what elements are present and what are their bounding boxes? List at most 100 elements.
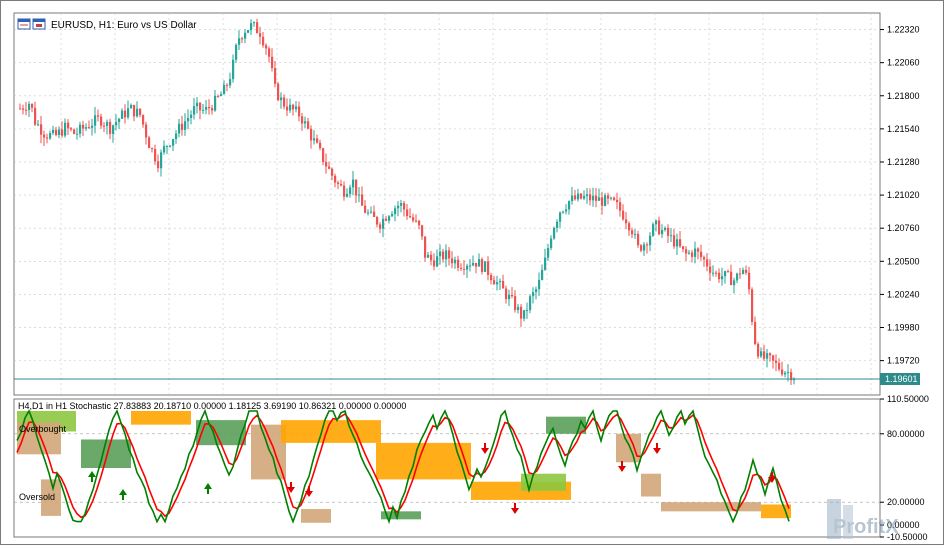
candle: [715, 270, 718, 277]
stochastic-signal-line: [16, 412, 790, 519]
candle: [163, 140, 166, 155]
candle: [121, 108, 124, 120]
candle: [499, 278, 502, 291]
main-chart-plot[interactable]: [13, 12, 881, 396]
candle: [790, 368, 793, 385]
candle: [403, 200, 406, 217]
candle: [145, 121, 148, 145]
candle: [526, 302, 529, 319]
candle: [640, 244, 643, 253]
candle: [733, 277, 736, 294]
candle: [364, 200, 367, 214]
candle: [295, 101, 298, 113]
candle: [49, 130, 52, 140]
candle: [79, 121, 82, 138]
candle: [64, 118, 67, 138]
candle: [673, 228, 676, 249]
candle: [727, 269, 730, 273]
candle: [481, 257, 484, 275]
candle: [613, 196, 616, 201]
stoch-tick-label: -10.50000: [887, 532, 928, 542]
stochastic-band: [17, 422, 61, 455]
oversold-label: Oversold: [19, 492, 55, 502]
candle: [151, 147, 154, 153]
candle: [52, 125, 55, 136]
candle: [178, 118, 181, 138]
candle: [775, 354, 778, 372]
candle: [25, 102, 28, 116]
candle: [781, 361, 784, 377]
chart-window-icon[interactable]: [17, 18, 31, 30]
stochastic-bands: [17, 410, 791, 523]
price-tick-label: 1.22060: [887, 58, 920, 68]
candle: [106, 119, 109, 135]
candle: [649, 232, 652, 252]
candle: [157, 154, 160, 173]
candle: [463, 260, 466, 276]
candle: [472, 255, 475, 267]
candle: [100, 113, 103, 129]
candle: [676, 233, 679, 256]
candle: [655, 219, 658, 232]
candle: [682, 246, 685, 253]
candle: [538, 272, 541, 296]
candle: [622, 204, 625, 221]
candle: [712, 265, 715, 277]
stochastic-band: [546, 416, 586, 434]
candle: [292, 103, 295, 116]
price-tick-label: 1.22320: [887, 25, 920, 35]
candle: [136, 101, 139, 118]
candle: [376, 215, 379, 228]
buy-arrow-icon: [204, 483, 212, 494]
candle: [97, 109, 100, 122]
candle: [310, 125, 313, 149]
candle: [754, 316, 757, 346]
candlesticks: [19, 18, 796, 385]
stoch-tick-label: 80.00000: [887, 429, 925, 439]
candle: [94, 107, 97, 134]
candle: [439, 244, 442, 265]
candle: [238, 30, 241, 50]
candle: [652, 222, 655, 238]
candle: [217, 94, 220, 98]
sell-arrow-icon: [481, 443, 489, 454]
candle: [607, 192, 610, 205]
candle: [226, 83, 229, 92]
candle: [766, 348, 769, 368]
candle: [169, 145, 172, 148]
candle: [133, 104, 136, 122]
sell-arrow-icon: [653, 443, 661, 454]
candle: [529, 294, 532, 314]
candle: [19, 103, 22, 110]
sell-arrow-icon: [511, 503, 519, 514]
candle: [709, 259, 712, 282]
candle: [745, 265, 748, 275]
candle: [565, 204, 568, 215]
candle: [664, 226, 667, 232]
candle: [487, 256, 490, 281]
candle: [457, 255, 460, 272]
candle: [574, 189, 577, 201]
candle: [160, 149, 163, 177]
stochastic-band: [41, 479, 61, 516]
candle: [589, 188, 592, 206]
candle: [577, 188, 580, 202]
candle: [658, 216, 661, 236]
candle: [703, 255, 706, 267]
candle: [511, 286, 514, 299]
candle: [535, 286, 538, 300]
candle: [190, 110, 193, 125]
candle: [388, 214, 391, 224]
candle: [493, 275, 496, 285]
price-tick-label: 1.19980: [887, 323, 920, 333]
candle: [127, 100, 130, 120]
stoch-tick-label: 0.00000: [887, 520, 920, 530]
chart-window-restore-icon[interactable]: [32, 18, 46, 30]
candle: [688, 249, 691, 255]
candle: [70, 126, 73, 132]
candle: [301, 112, 304, 131]
candle: [328, 161, 331, 170]
candle: [670, 228, 673, 243]
